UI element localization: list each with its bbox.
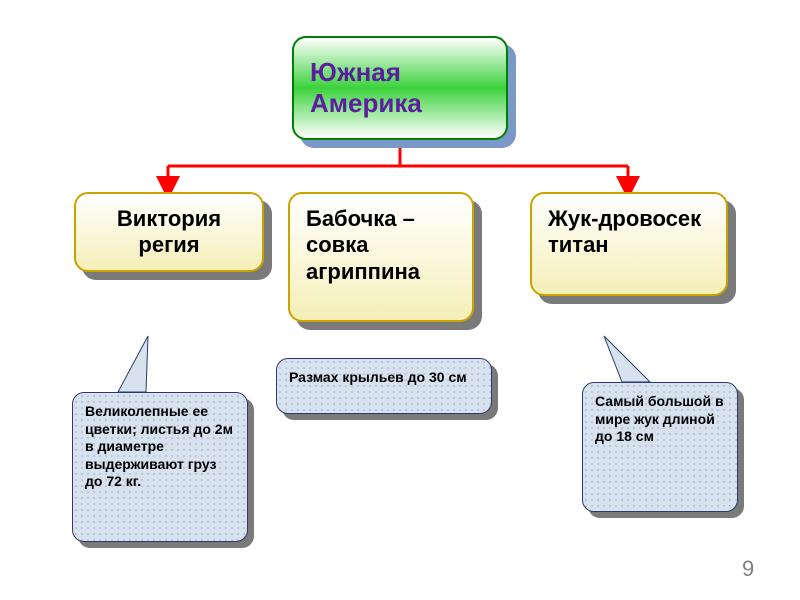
callout-butterfly: Размах крыльев до 30 см (276, 358, 492, 414)
page-number: 9 (742, 556, 754, 582)
callout-tail (118, 336, 148, 392)
callout-beetle: Самый большой в мире жук длиной до 18 см (582, 382, 738, 512)
root-label-line2: Америка (310, 88, 490, 119)
diagram-canvas: ЮжнаяАмерика Виктория регия Бабочка – совк… (0, 0, 800, 600)
callout-victoria: Великолепные ее цветки; листья до 2м в д… (72, 392, 248, 542)
callout-text: Самый большой в мире жук длиной до 18 см (595, 393, 725, 446)
child-node-butterfly: Бабочка – совка агриппина (288, 192, 474, 322)
callout-text: Размах крыльев до 30 см (289, 369, 479, 387)
child-node-beetle: Жук-дровосек титан (530, 192, 728, 296)
child-label: Бабочка – совка агриппина (306, 206, 456, 285)
callout-tail (604, 336, 650, 382)
child-label: Виктория регия (92, 206, 246, 259)
root-node: ЮжнаяАмерика (292, 36, 508, 140)
root-label-line1: Южная (310, 57, 490, 88)
child-node-victoria: Виктория регия (74, 192, 264, 272)
callout-text: Великолепные ее цветки; листья до 2м в д… (85, 403, 235, 491)
child-label: Жук-дровосек титан (548, 206, 710, 259)
